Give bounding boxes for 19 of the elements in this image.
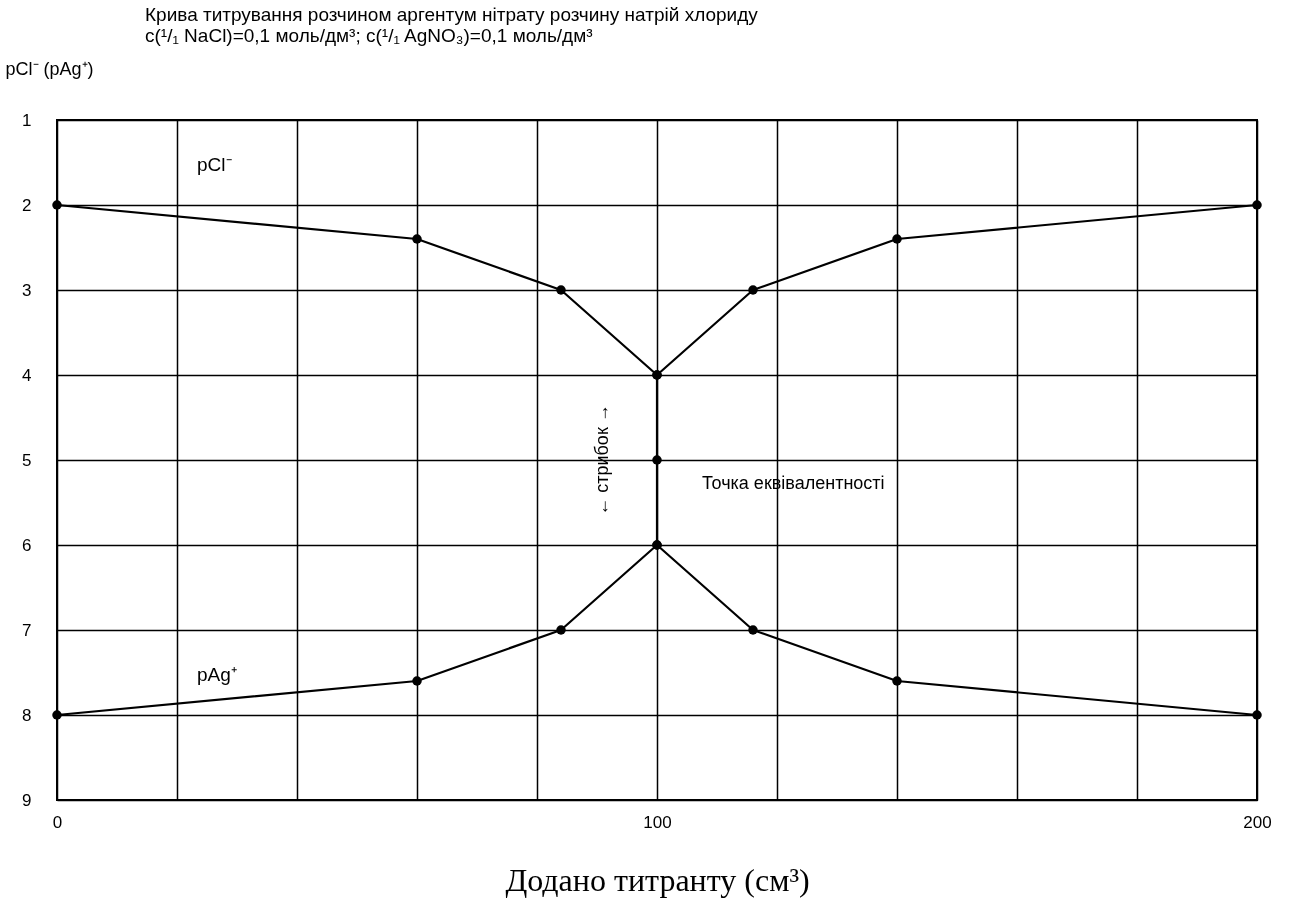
y-tick-label: 4 <box>22 365 32 385</box>
y-tick-label: 7 <box>22 620 32 640</box>
y-axis-title: pCl⁻ (pAg⁺) <box>5 58 94 79</box>
y-tick-label: 2 <box>22 195 32 215</box>
y-tick-label: 5 <box>22 450 32 470</box>
y-tick-label: 8 <box>22 705 32 725</box>
x-tick-label: 200 <box>1243 812 1272 832</box>
x-tick-label: 100 <box>643 812 672 832</box>
y-tick-label: 3 <box>22 280 32 300</box>
annotation: ← стрибок → <box>592 404 612 516</box>
series-label: pAg⁺ <box>197 664 237 685</box>
chart-subtitle: c(¹/₁ NaCl)=0,1 моль/дм³; c(¹/₁ AgNO₃)=0,1 моль/дм³ <box>145 25 593 46</box>
x-axis-title: Додано титранту (см³) <box>505 861 810 898</box>
text: pCl⁻ <box>197 154 232 175</box>
y-tick-label: 9 <box>22 790 32 810</box>
x-tick-label: 0 <box>52 812 63 832</box>
y-tick-label: 1 <box>22 110 32 130</box>
chart-title: Крива титрування розчином аргентум нітрату розчину натрій хлориду <box>145 4 759 25</box>
y-tick-label: 6 <box>22 535 32 555</box>
